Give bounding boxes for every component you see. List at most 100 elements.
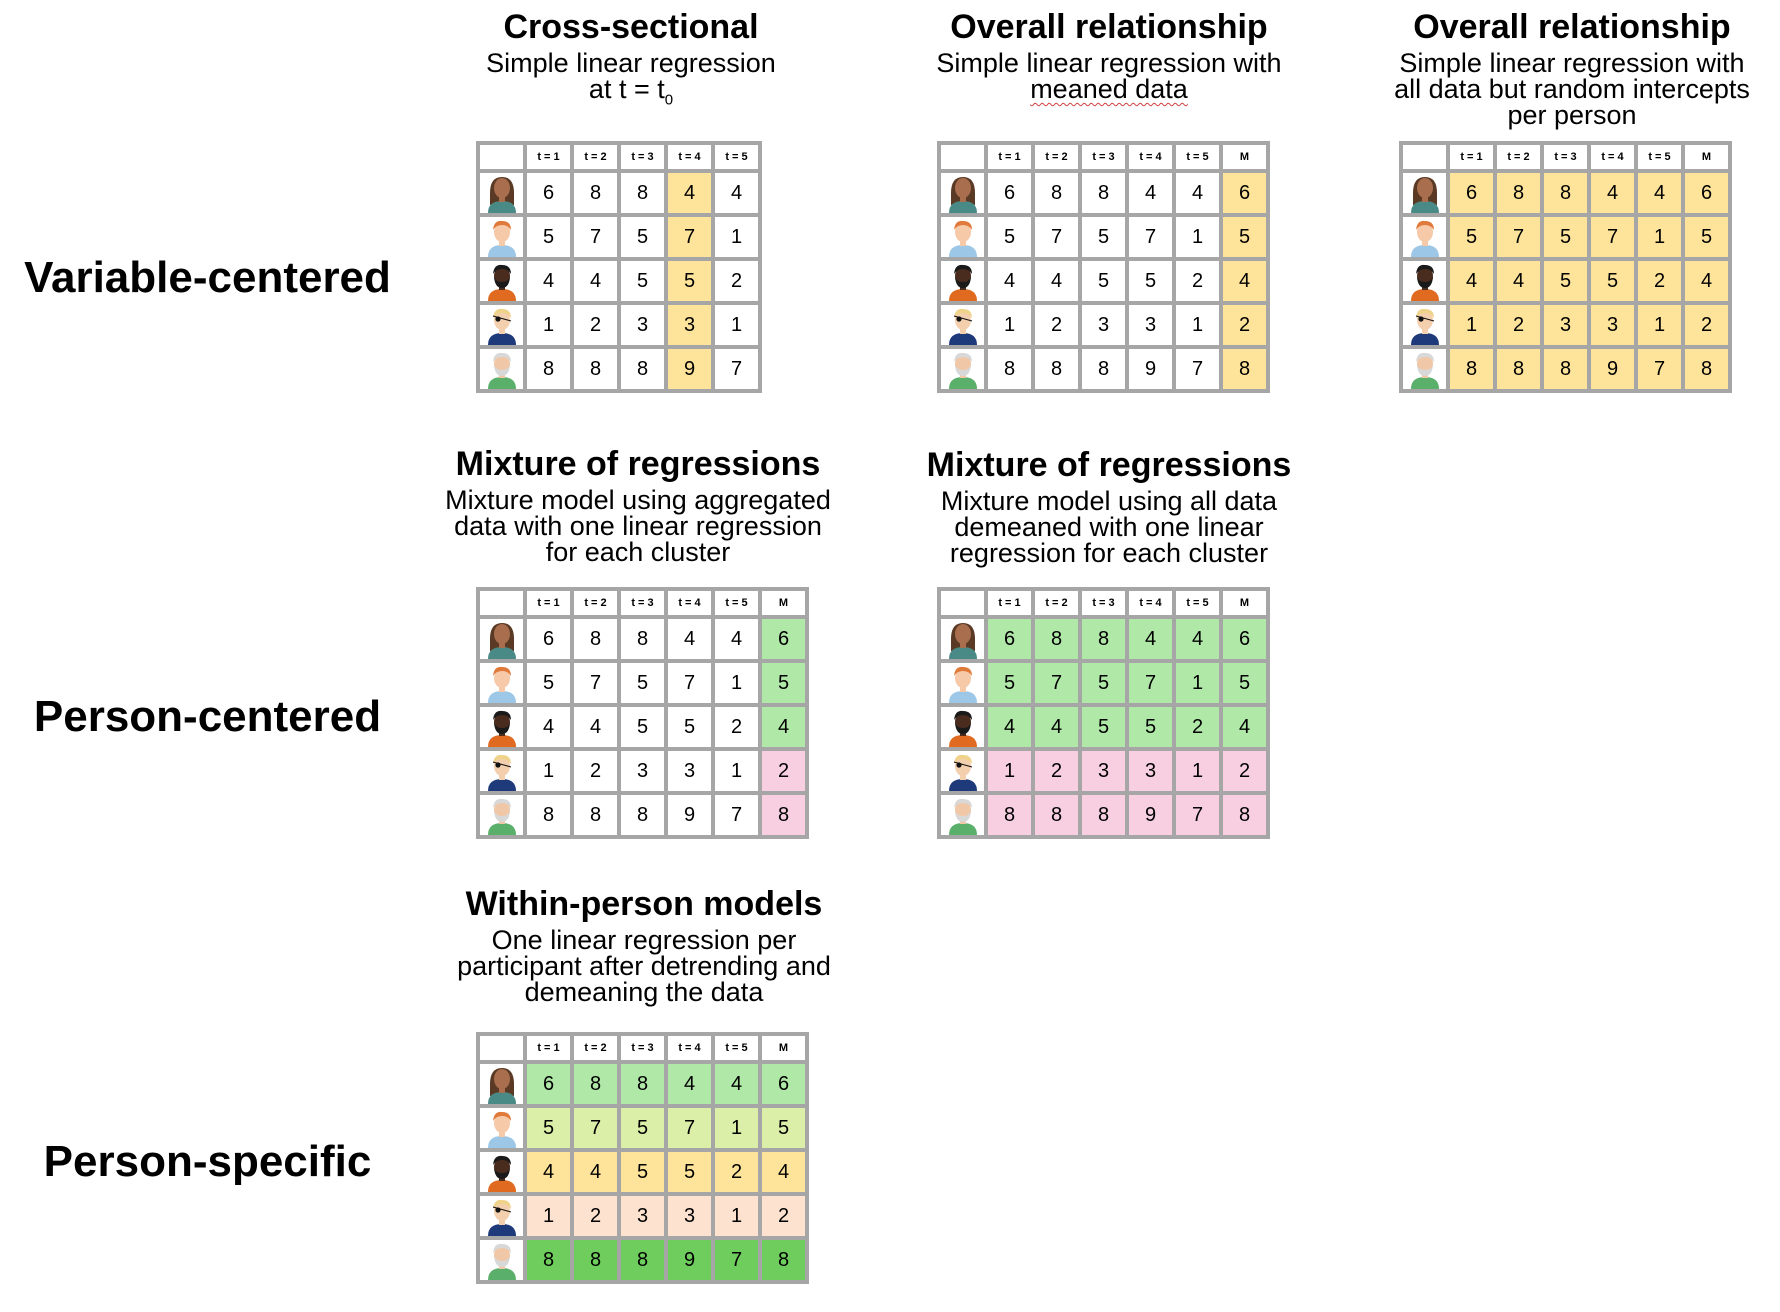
panel-subtitle-line: regression for each cluster [949, 538, 1269, 568]
mean-cell: 8 [762, 1240, 805, 1280]
panel-subtitle: One linear regression per participant af… [424, 927, 864, 1006]
value-cell: 6 [988, 619, 1031, 659]
value-cell: 2 [715, 1152, 758, 1192]
row-label-variable-centered: Variable-centered [24, 253, 391, 302]
value-cell: 7 [1035, 217, 1078, 257]
column-header: t = 4 [1129, 145, 1172, 169]
person-1-icon [480, 1064, 523, 1104]
panel-subtitle-line: at t = t0 [411, 76, 851, 113]
mean-cell: 2 [1685, 305, 1728, 345]
value-cell: 5 [1544, 261, 1587, 301]
column-header: t = 3 [1082, 145, 1125, 169]
value-cell: 4 [668, 1064, 711, 1104]
column-header: t = 4 [668, 591, 711, 615]
person-2-icon [941, 663, 984, 703]
value-cell: 8 [574, 1064, 617, 1104]
column-header: t = 1 [1450, 145, 1493, 169]
value-cell: 3 [1129, 305, 1172, 345]
mean-cell: 5 [1685, 217, 1728, 257]
column-header: t = 5 [1638, 145, 1681, 169]
column-header: t = 4 [1591, 145, 1634, 169]
column-header: t = 1 [988, 591, 1031, 615]
mean-cell: 4 [1685, 261, 1728, 301]
value-cell: 3 [1082, 751, 1125, 791]
mean-cell: 5 [1223, 217, 1266, 257]
column-header: t = 2 [574, 145, 617, 169]
value-cell: 8 [1544, 349, 1587, 389]
value-cell: 1 [715, 1108, 758, 1148]
person-5-icon [1403, 349, 1446, 389]
mean-cell: 5 [762, 663, 805, 703]
value-cell: 8 [621, 1240, 664, 1280]
value-cell: 8 [1082, 349, 1125, 389]
mean-cell: 4 [1223, 707, 1266, 747]
mean-cell: 6 [1223, 619, 1266, 659]
mean-cell: 6 [1685, 173, 1728, 213]
value-cell: 1 [1638, 217, 1681, 257]
value-cell: 4 [527, 261, 570, 301]
panel-subtitle-line: participant after detrending and [457, 951, 831, 981]
column-header: M [762, 591, 805, 615]
value-cell: 8 [574, 173, 617, 213]
value-cell: 8 [1544, 173, 1587, 213]
column-header: t = 5 [715, 591, 758, 615]
value-cell: 4 [574, 1152, 617, 1192]
value-cell: 5 [1129, 707, 1172, 747]
column-header: t = 1 [988, 145, 1031, 169]
value-cell: 8 [527, 795, 570, 835]
person-4-icon [941, 751, 984, 791]
column-header: M [1223, 591, 1266, 615]
person-5-icon [941, 795, 984, 835]
value-cell: 8 [1450, 349, 1493, 389]
value-cell: 7 [1638, 349, 1681, 389]
value-cell: 5 [621, 707, 664, 747]
value-cell: 3 [621, 751, 664, 791]
value-cell: 1 [715, 663, 758, 703]
value-cell: 3 [1129, 751, 1172, 791]
value-cell: 1 [527, 1196, 570, 1236]
column-header: t = 1 [527, 591, 570, 615]
mean-cell: 2 [762, 751, 805, 791]
column-header: t = 4 [1129, 591, 1172, 615]
mean-cell: 6 [1223, 173, 1266, 213]
person-3-icon [941, 261, 984, 301]
value-cell: 9 [1129, 795, 1172, 835]
value-cell: 2 [574, 305, 617, 345]
column-header: t = 1 [527, 145, 570, 169]
value-cell: 1 [715, 305, 758, 345]
value-cell: 4 [715, 1064, 758, 1104]
value-cell: 8 [527, 349, 570, 389]
mean-cell: 4 [1223, 261, 1266, 301]
value-cell: 1 [715, 751, 758, 791]
value-cell: 3 [621, 1196, 664, 1236]
column-header: t = 5 [715, 145, 758, 169]
panel-overall-random-intercepts: Overall relationship Simple linear regre… [1352, 8, 1780, 129]
mean-cell: 2 [762, 1196, 805, 1236]
person-2-icon [480, 663, 523, 703]
value-cell: 1 [1450, 305, 1493, 345]
value-cell: 8 [1082, 173, 1125, 213]
column-header: M [1685, 145, 1728, 169]
value-cell: 4 [1176, 619, 1219, 659]
column-header: t = 4 [668, 145, 711, 169]
value-cell: 8 [621, 173, 664, 213]
